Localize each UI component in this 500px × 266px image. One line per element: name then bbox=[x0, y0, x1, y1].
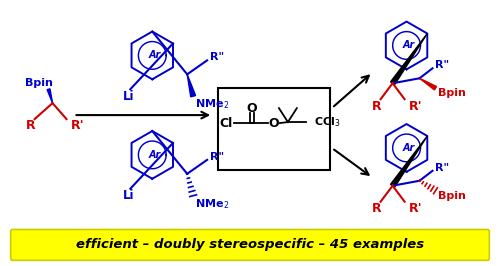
Text: R": R" bbox=[436, 163, 450, 173]
Text: R: R bbox=[372, 100, 382, 113]
Text: O: O bbox=[268, 117, 279, 130]
Polygon shape bbox=[390, 34, 428, 85]
Polygon shape bbox=[390, 136, 428, 187]
Text: CCl$_3$: CCl$_3$ bbox=[314, 115, 340, 129]
Text: Ar: Ar bbox=[148, 51, 160, 60]
Text: R": R" bbox=[210, 52, 224, 63]
Polygon shape bbox=[47, 89, 52, 103]
Text: Li: Li bbox=[122, 189, 134, 202]
Text: efficient – doubly stereospecific – 45 examples: efficient – doubly stereospecific – 45 e… bbox=[76, 238, 424, 251]
Text: R': R' bbox=[408, 202, 422, 215]
Text: Ar: Ar bbox=[148, 150, 160, 160]
Text: R: R bbox=[372, 202, 382, 215]
Text: Ar: Ar bbox=[402, 40, 414, 51]
Text: Bpin: Bpin bbox=[438, 88, 466, 98]
Polygon shape bbox=[420, 78, 436, 90]
Text: R: R bbox=[26, 119, 36, 132]
Text: R': R' bbox=[408, 100, 422, 113]
Text: Cl: Cl bbox=[220, 117, 232, 130]
Text: NMe$_2$: NMe$_2$ bbox=[195, 97, 230, 111]
FancyBboxPatch shape bbox=[10, 230, 490, 260]
Text: R": R" bbox=[210, 152, 224, 162]
Polygon shape bbox=[187, 74, 196, 97]
Text: Li: Li bbox=[122, 90, 134, 103]
Text: R": R" bbox=[436, 60, 450, 70]
Text: R': R' bbox=[70, 119, 84, 132]
Text: NMe$_2$: NMe$_2$ bbox=[195, 197, 230, 210]
Text: Bpin: Bpin bbox=[438, 191, 466, 201]
Text: Bpin: Bpin bbox=[24, 78, 52, 88]
Bar bbox=[218, 88, 330, 170]
Text: O: O bbox=[246, 102, 258, 115]
Text: Ar: Ar bbox=[402, 143, 414, 153]
